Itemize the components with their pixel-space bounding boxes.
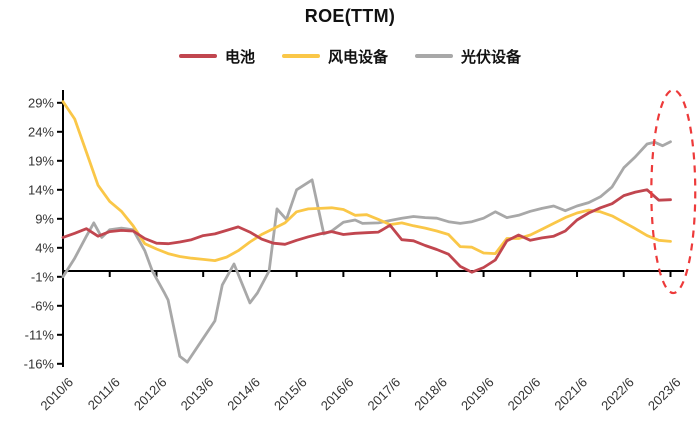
chart-title: ROE(TTM) bbox=[304, 6, 396, 26]
x-tick-label: 2013/6 bbox=[178, 375, 217, 414]
y-tick-label: 9% bbox=[35, 211, 54, 226]
legend-item-1: 风电设备 bbox=[281, 46, 388, 67]
legend-label: 电池 bbox=[224, 48, 255, 66]
x-tick-label: 2010/6 bbox=[37, 375, 76, 414]
legend-line-swatch bbox=[178, 54, 217, 58]
legend-line-swatch bbox=[415, 54, 453, 58]
x-tick-label: 2023/6 bbox=[645, 375, 684, 414]
legend-line-swatch bbox=[281, 54, 320, 58]
y-tick-label: -1% bbox=[31, 269, 55, 284]
y-tick-label: 19% bbox=[28, 153, 54, 168]
chart-legend: 电池 风电设备 光伏设备 bbox=[0, 44, 700, 68]
y-tick-label: 4% bbox=[35, 240, 54, 255]
x-tick-label: 2012/6 bbox=[131, 375, 170, 414]
x-tick-label: 2020/6 bbox=[505, 375, 544, 414]
x-tick-label: 2011/6 bbox=[85, 375, 123, 413]
series-line-0 bbox=[61, 140, 672, 364]
legend-label: 光伏设备 bbox=[461, 48, 522, 66]
y-tick-label: 24% bbox=[28, 124, 54, 139]
x-tick-label: 2017/6 bbox=[365, 375, 404, 414]
x-tick-label: 2021/6 bbox=[551, 375, 590, 414]
y-tick-label: -11% bbox=[25, 327, 55, 342]
x-tick-label: 2018/6 bbox=[411, 375, 450, 414]
y-tick-label: 14% bbox=[28, 182, 54, 197]
y-tick-label: 29% bbox=[28, 95, 54, 110]
x-tick-label: 2015/6 bbox=[271, 375, 310, 414]
plot-area: 29% 24% 19% 14% 9% 4% -1% -6% -11% -16% 2010/6 2011… bbox=[24, 88, 697, 414]
legend-label: 风电设备 bbox=[327, 48, 388, 66]
x-tick-label: 2016/6 bbox=[318, 375, 357, 414]
legend-item-2: 光伏设备 bbox=[415, 46, 521, 67]
y-tick-label: -6% bbox=[31, 298, 55, 313]
x-tick-label: 2019/6 bbox=[458, 375, 497, 414]
highlight-ellipse-annotation bbox=[650, 88, 697, 295]
legend-item-0: 电池 bbox=[178, 46, 255, 67]
series-line-1 bbox=[61, 100, 672, 263]
x-tick-label: 2014/6 bbox=[224, 375, 263, 414]
x-tick-label: 2022/6 bbox=[598, 375, 637, 414]
series-line-2 bbox=[61, 188, 672, 274]
y-tick-label: -16% bbox=[24, 356, 55, 371]
